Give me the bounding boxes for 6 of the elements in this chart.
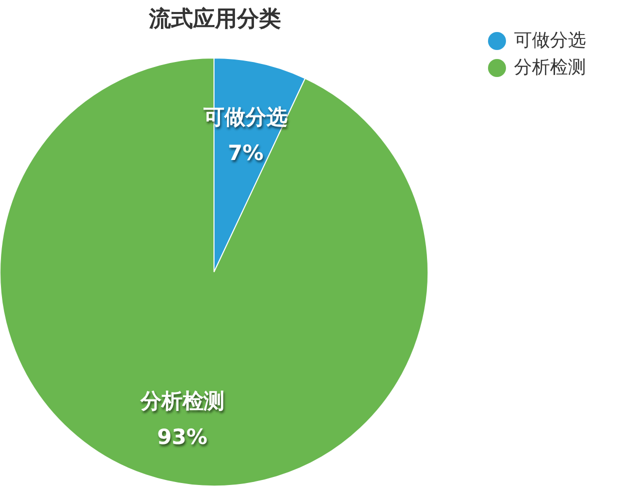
legend-label: 可做分选: [514, 30, 586, 51]
chart-title: 流式应用分类: [148, 6, 282, 34]
legend-label: 分析检测: [514, 57, 586, 78]
data-label: 7%: [228, 140, 264, 165]
slice-label: 分析检测: [139, 389, 224, 414]
data-label: 93%: [157, 425, 208, 450]
